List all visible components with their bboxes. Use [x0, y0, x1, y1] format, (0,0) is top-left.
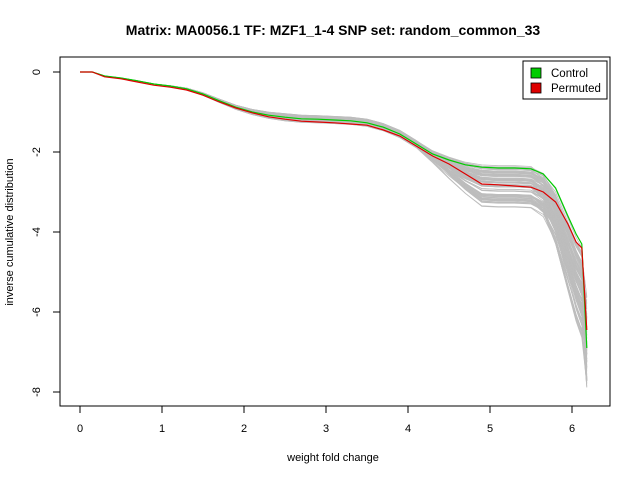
legend-swatch-control	[530, 67, 542, 79]
legend: Control Permuted	[522, 60, 608, 100]
permutation-line	[80, 71, 588, 362]
permutation-line	[80, 71, 588, 348]
y-tick-label: -6	[31, 307, 43, 317]
permutation-line	[80, 71, 588, 348]
y-tick-label: -4	[31, 227, 43, 237]
series-lines	[80, 71, 588, 349]
x-tick-label: 3	[323, 423, 329, 435]
permutation-line	[80, 71, 588, 314]
permutation-line	[80, 71, 588, 359]
chart-title: Matrix: MA0056.1 TF: MZF1_1-4 SNP set: r…	[126, 22, 541, 38]
permutation-line	[80, 71, 588, 359]
permutation-line	[80, 71, 588, 350]
permutation-line	[80, 71, 588, 362]
permutation-line	[80, 71, 588, 316]
permutation-line	[80, 71, 588, 355]
x-tick-label: 1	[159, 423, 165, 435]
permutation-line	[80, 71, 588, 354]
permutation-line	[80, 71, 588, 362]
permutation-line	[80, 71, 588, 384]
permutation-line	[80, 71, 588, 339]
permutation-line	[80, 71, 588, 356]
permutation-line	[80, 71, 588, 310]
permutation-line	[80, 71, 588, 348]
legend-label-permuted: Permuted	[551, 83, 601, 95]
permutation-line	[80, 71, 588, 351]
permutation-line	[80, 71, 588, 350]
permutation-line	[80, 71, 588, 304]
permutation-line	[80, 71, 588, 314]
permutation-line	[80, 71, 588, 346]
y-tick-label: 0	[31, 69, 43, 75]
legend-swatch-permuted	[530, 82, 542, 94]
permutation-line	[80, 71, 588, 352]
permutation-line	[80, 71, 588, 354]
permutation-line	[80, 71, 588, 354]
y-tick-label: -2	[31, 147, 43, 157]
x-tick-label: 6	[569, 423, 575, 435]
x-tick-label: 4	[405, 423, 411, 435]
permutation-line	[80, 71, 588, 362]
permutation-line	[80, 71, 588, 348]
series-line-control	[80, 71, 588, 349]
y-axis: 0 -2 -4 -6 -8	[31, 69, 61, 397]
permutation-line	[80, 71, 588, 336]
permutation-line	[80, 71, 588, 355]
legend-label-control: Control	[551, 68, 588, 80]
permutation-line	[80, 71, 588, 309]
permutation-line	[80, 71, 588, 348]
permutation-line	[80, 71, 588, 340]
y-axis-label: inverse cumulative distribution	[4, 158, 16, 305]
permutation-line	[80, 71, 588, 355]
permutation-line	[80, 71, 588, 310]
permutation-line	[80, 71, 588, 309]
permutation-line	[80, 71, 588, 363]
permutation-line	[80, 71, 588, 360]
permutation-line	[80, 71, 588, 344]
x-tick-label: 2	[241, 423, 247, 435]
permutation-line	[80, 71, 588, 345]
permutation-line	[80, 71, 588, 316]
x-tick-label: 0	[77, 423, 83, 435]
x-axis: 0 1 2 3 4 5 6	[77, 405, 575, 435]
permutation-background-lines	[80, 71, 588, 388]
x-axis-label: weight fold change	[286, 452, 379, 464]
permutation-line	[80, 71, 588, 349]
y-tick-label: -8	[31, 387, 43, 397]
series-line-permuted	[80, 71, 588, 331]
permutation-line	[80, 71, 588, 359]
x-tick-label: 5	[487, 423, 493, 435]
permutation-line	[80, 71, 588, 352]
plot-frame	[59, 56, 611, 407]
permutation-line	[80, 71, 588, 357]
